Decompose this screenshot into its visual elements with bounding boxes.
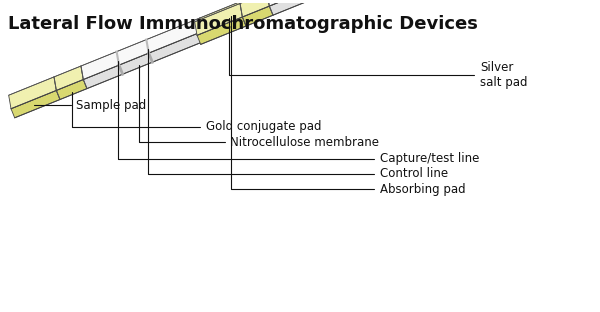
Text: Gold conjugate pad: Gold conjugate pad [71,92,321,133]
Polygon shape [54,66,83,90]
Polygon shape [11,90,60,118]
Polygon shape [8,77,56,109]
Polygon shape [269,0,392,15]
Text: Lateral Flow Immunochromatographic Devices: Lateral Flow Immunochromatographic Devic… [8,15,478,33]
Polygon shape [240,0,269,17]
Polygon shape [56,80,87,100]
Text: Nitrocellulose membrane: Nitrocellulose membrane [139,65,379,149]
Text: Control line: Control line [148,49,448,180]
Polygon shape [202,10,260,41]
Polygon shape [194,3,242,35]
Polygon shape [81,18,202,80]
Text: Silver
salt pad: Silver salt pad [229,18,527,89]
Polygon shape [83,32,206,89]
Text: Sample pad: Sample pad [34,99,146,112]
Text: Capture/test line: Capture/test line [118,61,479,165]
Polygon shape [242,6,273,26]
Polygon shape [200,0,256,32]
Polygon shape [197,17,246,44]
Text: Absorbing pad: Absorbing pad [230,16,466,196]
Polygon shape [267,0,388,6]
